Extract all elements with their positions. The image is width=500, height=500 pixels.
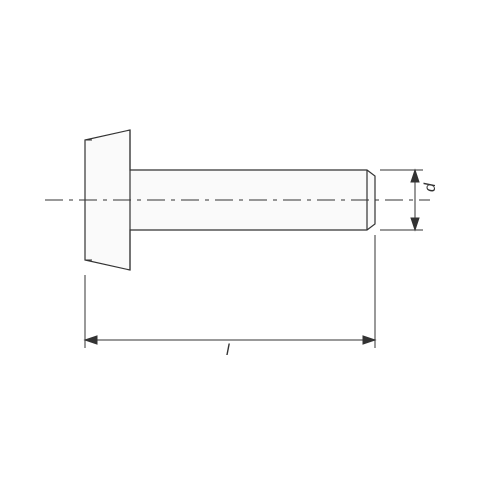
dimension-diameter-label: d [422,183,440,192]
screw-diagram [0,0,500,500]
dimension-length-label: l [226,342,230,360]
